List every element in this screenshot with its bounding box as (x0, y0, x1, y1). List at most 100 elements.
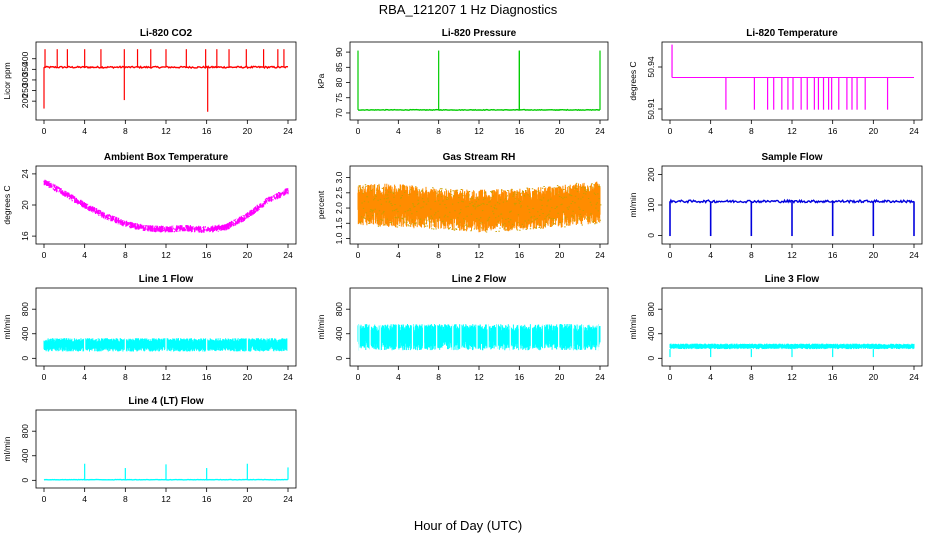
chart-p5-ytick-4: 3.0 (334, 171, 344, 183)
chart-p1-ytick-0: 200 (20, 94, 30, 108)
chart-p5-xtick-5: 20 (555, 250, 565, 260)
chart-panel-p9: Line 3 Flow ml/min 0 4 8 12 16 20 24 0 400 800 (628, 274, 923, 382)
chart-p7-xtick-5: 20 (243, 372, 253, 382)
chart-p9-xtick-2: 8 (749, 372, 754, 382)
chart-p8-ytick-1: 400 (334, 326, 344, 340)
chart-p3-xtick-1: 4 (708, 126, 713, 136)
chart-p10-ylabel: ml/min (2, 436, 12, 461)
chart-p1-xtick-0: 0 (42, 126, 47, 136)
chart-p3-ytick-0: 50.91 (646, 98, 656, 120)
chart-panel-p4: Ambient Box Temperature degrees C 0 4 8 12 16 2… (2, 152, 297, 260)
chart-p7-xtick-0: 0 (42, 372, 47, 382)
chart-p2-xtick-2: 8 (436, 126, 441, 136)
chart-p8-xtick-2: 8 (436, 372, 441, 382)
chart-p7-ytick-0: 0 (20, 356, 30, 361)
chart-p3-frame (661, 41, 923, 121)
chart-p7-data (43, 338, 289, 352)
chart-p2-xtick-1: 4 (396, 126, 401, 136)
chart-p3-xtick-3: 12 (787, 126, 797, 136)
chart-p9-ylabel: ml/min (628, 314, 638, 339)
chart-p9-ytick-1: 400 (646, 326, 656, 340)
chart-p2-ylabel: kPa (316, 73, 326, 88)
chart-p9-series (669, 343, 915, 350)
chart-panel-p2: Li-820 Pressure kPa 0 4 8 12 16 20 24 70 75 80 85 90 (316, 28, 609, 136)
chart-p6-xtick-3: 12 (787, 250, 797, 260)
chart-p6-xtick-1: 4 (708, 250, 713, 260)
chart-p7-xtick-3: 12 (161, 372, 171, 382)
chart-p7-xtick-1: 4 (82, 372, 87, 382)
chart-p10-xtick-4: 16 (202, 494, 212, 504)
chart-p7-ytick-1: 400 (20, 326, 30, 340)
chart-p5-ytick-3: 2.5 (334, 187, 344, 199)
chart-p10-ytick-1: 400 (20, 448, 30, 462)
chart-p7-title: Line 1 Flow (139, 274, 194, 285)
chart-p10-title: Line 4 (LT) Flow (128, 396, 204, 407)
chart-p2-ytick-3: 85 (334, 62, 344, 72)
chart-p6-xtick-6: 24 (909, 250, 919, 260)
chart-p7-xtick-4: 16 (202, 372, 212, 382)
chart-p1-xtick-6: 24 (283, 126, 293, 136)
chart-panel-p5: Gas Stream RH percent 0 4 8 12 16 20 24 1.0 1.5 2.0… (316, 152, 609, 260)
chart-p2-ytick-0: 70 (334, 108, 344, 118)
chart-p8-ytick-0: 0 (334, 356, 344, 361)
chart-p5-ytick-0: 1.0 (334, 232, 344, 244)
chart-p2-xtick-6: 24 (595, 126, 605, 136)
chart-p10-data (43, 463, 289, 481)
chart-p4-series (43, 179, 289, 233)
chart-p4-xtick-2: 8 (123, 250, 128, 260)
chart-p1-xtick-1: 4 (82, 126, 87, 136)
chart-p9-ytick-2: 800 (646, 302, 656, 316)
chart-p4-xtick-6: 24 (283, 250, 293, 260)
chart-p10-xtick-3: 12 (161, 494, 171, 504)
chart-p6-title: Sample Flow (761, 152, 822, 163)
chart-p2-frame (349, 41, 609, 121)
chart-p8-xtick-3: 12 (474, 372, 484, 382)
chart-p7-ylabel: ml/min (2, 314, 12, 339)
chart-p5-xtick-6: 24 (595, 250, 605, 260)
chart-panel-p6: Sample Flow ml/min 0 4 8 12 16 20 24 0 100 200 (628, 152, 923, 260)
chart-p1-xtick-3: 12 (161, 126, 171, 136)
chart-p5-xtick-3: 12 (474, 250, 484, 260)
chart-p1-ylabel: Licor ppm (2, 62, 12, 99)
chart-p2-xtick-4: 16 (515, 126, 525, 136)
chart-p4-ylabel: degrees C (2, 185, 12, 224)
chart-p10-xtick-1: 4 (82, 494, 87, 504)
chart-p6-xtick-5: 20 (869, 250, 879, 260)
chart-p2-ytick-1: 75 (334, 93, 344, 103)
chart-p4-data (43, 179, 289, 233)
chart-p2-data (357, 50, 601, 111)
chart-p4-xtick-1: 4 (82, 250, 87, 260)
chart-panel-p3: Li-820 Temperature degrees C 0 4 8 12 16 20 24 50… (628, 28, 923, 136)
chart-p4-title: Ambient Box Temperature (104, 152, 229, 163)
chart-p2-ytick-4: 90 (334, 47, 344, 57)
chart-p10-xtick-5: 20 (243, 494, 253, 504)
chart-p1-ytick-1: 250 (20, 83, 30, 97)
chart-p3-ytick-1: 50.94 (646, 56, 656, 78)
chart-p5-ytick-1: 1.5 (334, 217, 344, 229)
chart-p6-xtick-4: 16 (828, 250, 838, 260)
chart-p1-xtick-4: 16 (202, 126, 212, 136)
chart-p3-xtick-0: 0 (668, 126, 673, 136)
chart-p9-xtick-5: 20 (869, 372, 879, 382)
chart-p4-ytick-1: 20 (20, 200, 30, 210)
chart-panel-p10: Line 4 (LT) Flow ml/min 0 4 8 12 16 20 24 0 400 800 (2, 396, 297, 504)
chart-p5-series-2 (358, 182, 602, 233)
chart-p9-xtick-6: 24 (909, 372, 919, 382)
chart-p10-ytick-0: 0 (20, 478, 30, 483)
chart-p6-ytick-0: 0 (646, 233, 656, 238)
chart-p3-xtick-2: 8 (749, 126, 754, 136)
chart-p5-data (357, 181, 602, 233)
chart-p3-xtick-4: 16 (828, 126, 838, 136)
chart-p5-xtick-4: 16 (515, 250, 525, 260)
chart-p5-xtick-0: 0 (356, 250, 361, 260)
chart-p6-ytick-2: 200 (646, 167, 656, 181)
figure-title: RBA_121207 1 Hz Diagnostics (378, 2, 558, 17)
chart-panel-p7: Line 1 Flow ml/min 0 4 8 12 16 20 24 0 400 800 (2, 274, 297, 382)
chart-p9-ytick-0: 0 (646, 356, 656, 361)
chart-p2-series (358, 108, 601, 111)
chart-p1-ytick-3: 350 (20, 62, 30, 76)
chart-p3-data (671, 44, 914, 110)
chart-p8-xtick-4: 16 (515, 372, 525, 382)
chart-p9-xtick-3: 12 (787, 372, 797, 382)
chart-p2-xtick-3: 12 (474, 126, 484, 136)
